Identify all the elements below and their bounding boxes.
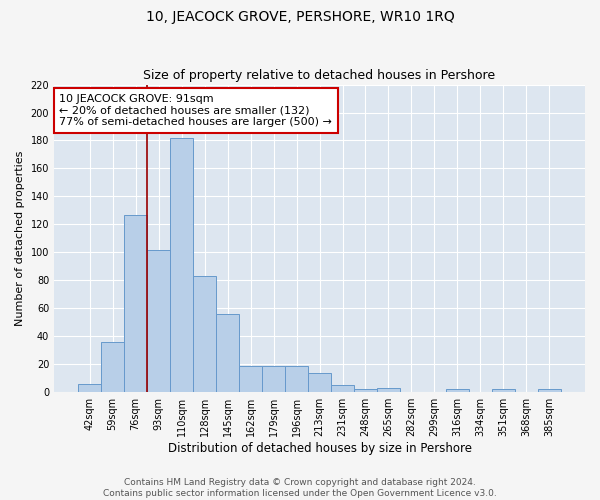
Bar: [101, 342, 124, 392]
Bar: [170, 138, 193, 392]
Bar: [446, 390, 469, 392]
Bar: [538, 390, 561, 392]
Bar: [239, 366, 262, 392]
Bar: [216, 314, 239, 392]
Bar: [331, 385, 354, 392]
Bar: [262, 366, 285, 392]
Text: 10 JEACOCK GROVE: 91sqm
← 20% of detached houses are smaller (132)
77% of semi-d: 10 JEACOCK GROVE: 91sqm ← 20% of detache…: [59, 94, 332, 127]
Bar: [147, 250, 170, 392]
Bar: [193, 276, 216, 392]
Bar: [285, 366, 308, 392]
Bar: [78, 384, 101, 392]
Bar: [124, 214, 147, 392]
X-axis label: Distribution of detached houses by size in Pershore: Distribution of detached houses by size …: [167, 442, 472, 455]
Bar: [354, 390, 377, 392]
Text: Contains HM Land Registry data © Crown copyright and database right 2024.
Contai: Contains HM Land Registry data © Crown c…: [103, 478, 497, 498]
Y-axis label: Number of detached properties: Number of detached properties: [15, 150, 25, 326]
Title: Size of property relative to detached houses in Pershore: Size of property relative to detached ho…: [143, 69, 496, 82]
Bar: [492, 390, 515, 392]
Bar: [308, 372, 331, 392]
Bar: [377, 388, 400, 392]
Text: 10, JEACOCK GROVE, PERSHORE, WR10 1RQ: 10, JEACOCK GROVE, PERSHORE, WR10 1RQ: [146, 10, 454, 24]
